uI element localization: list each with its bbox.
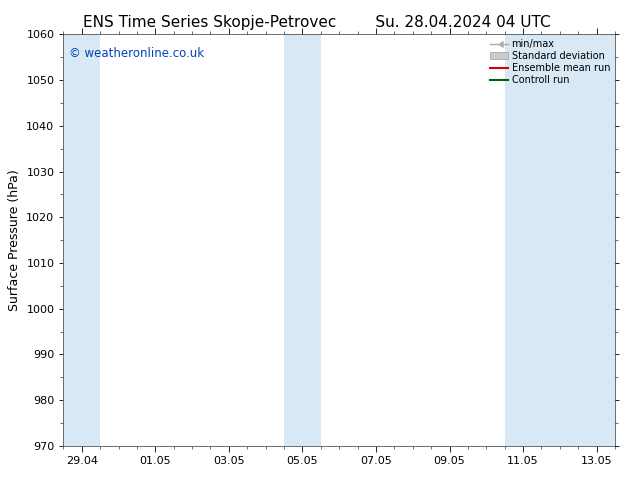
- Bar: [505, 34, 615, 446]
- Bar: [63, 34, 100, 446]
- Bar: [284, 34, 321, 446]
- Text: ENS Time Series Skopje-Petrovec        Su. 28.04.2024 04 UTC: ENS Time Series Skopje-Petrovec Su. 28.0…: [83, 15, 551, 30]
- Y-axis label: Surface Pressure (hPa): Surface Pressure (hPa): [8, 169, 21, 311]
- Text: © weatheronline.co.uk: © weatheronline.co.uk: [69, 47, 204, 60]
- Legend: min/max, Standard deviation, Ensemble mean run, Controll run: min/max, Standard deviation, Ensemble me…: [488, 36, 613, 88]
